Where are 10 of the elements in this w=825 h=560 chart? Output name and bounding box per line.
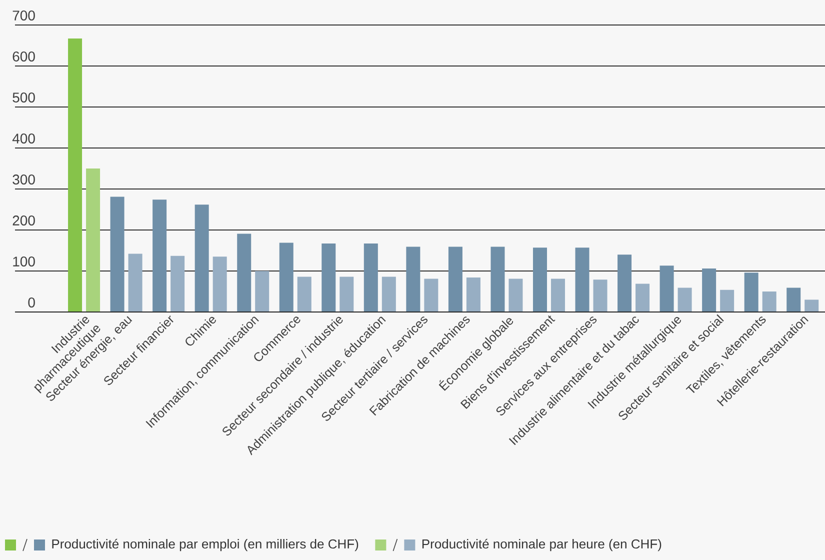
legend-label: Productivité nominale par heure (en CHF) [422,538,662,552]
y-tick-label: 400 [12,134,35,144]
legend-label: Productivité nominale par emploi (en milliers de CHF) [52,538,358,552]
y-tick-label: 700 [12,10,35,20]
y-tick-label: 100 [13,256,35,266]
y-tick-label: 600 [12,52,35,62]
y-tick-label: 300 [12,174,35,184]
y-tick-label: 500 [12,92,35,102]
y-tick-label: 200 [12,216,35,226]
y-tick-label: 0 [28,298,35,308]
